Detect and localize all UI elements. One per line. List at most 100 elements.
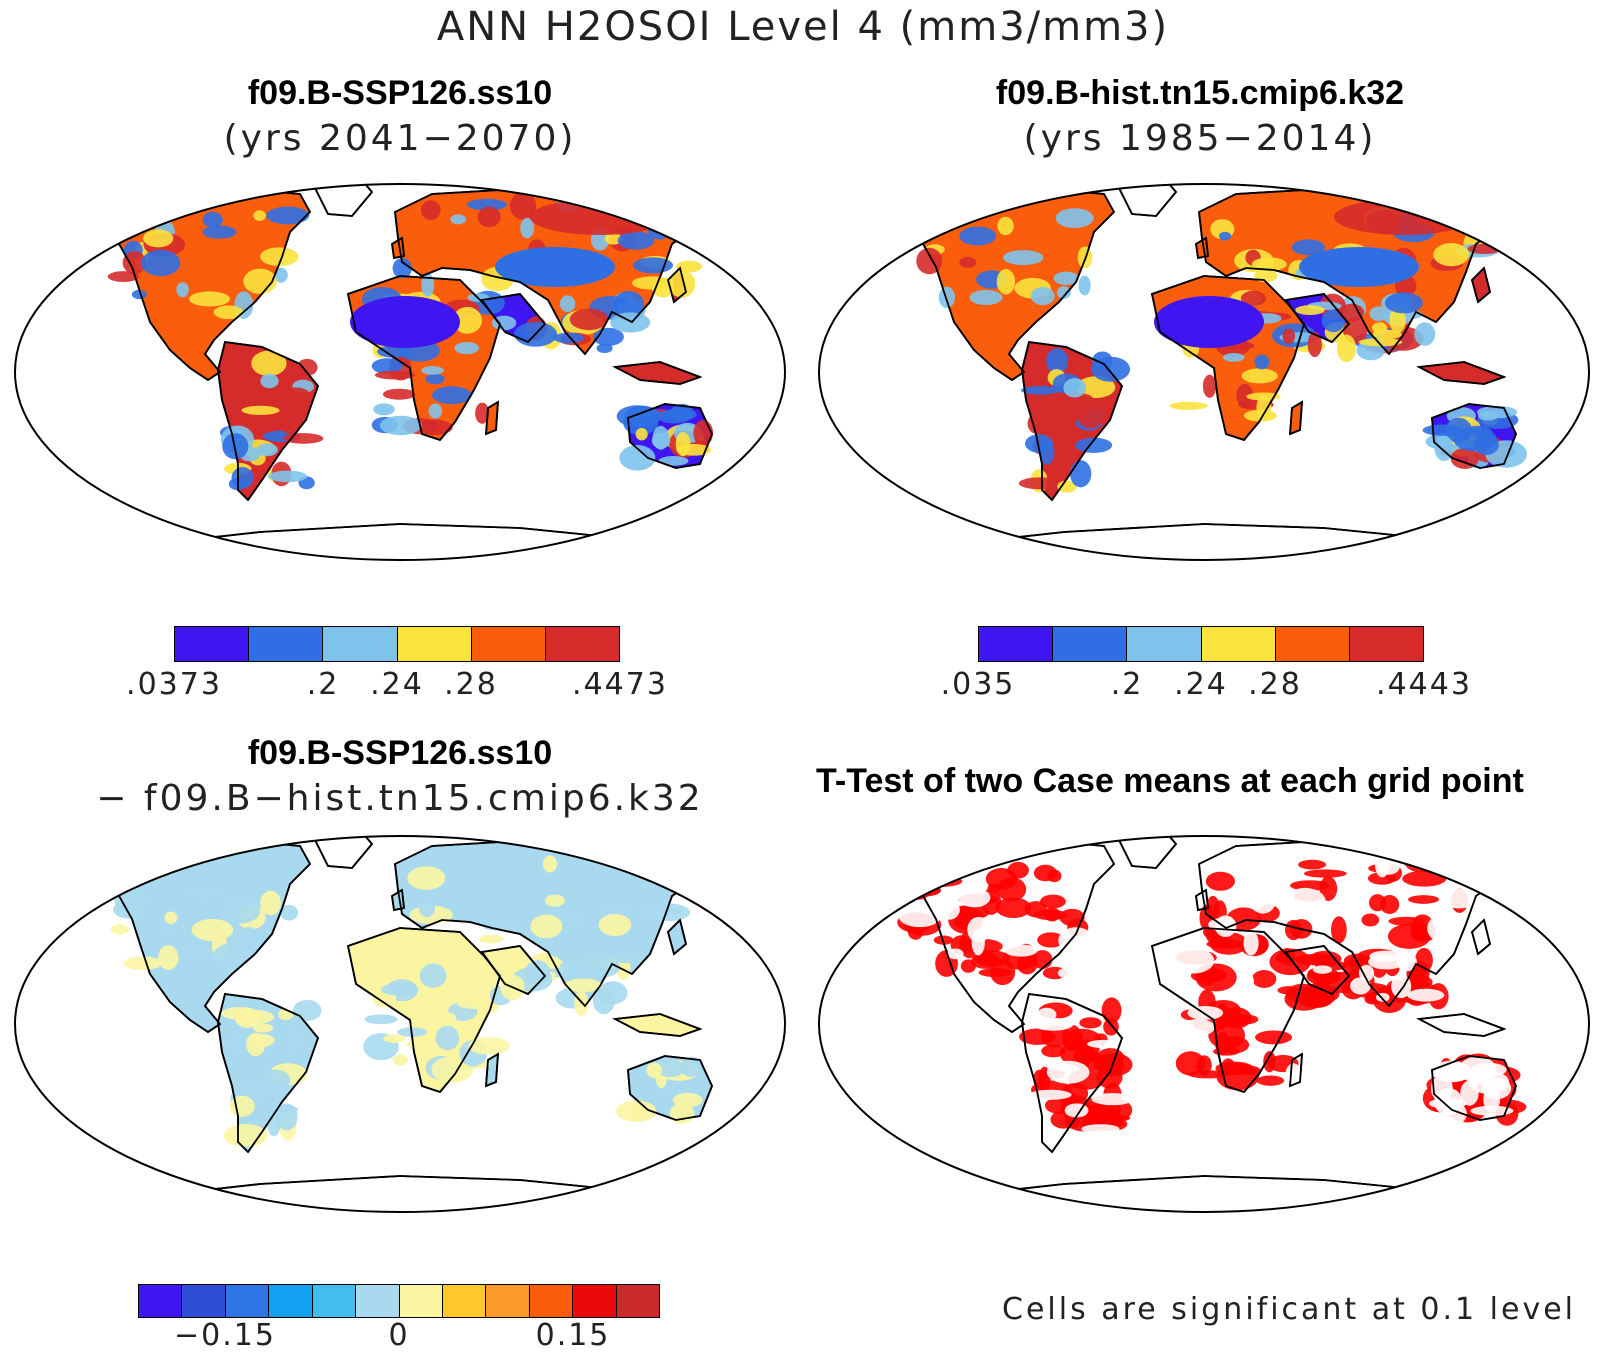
field-blotch: [406, 1037, 442, 1051]
field-blotch: [284, 1025, 302, 1052]
field-blotch: [202, 225, 237, 239]
field-blotch: [658, 456, 689, 466]
field-blotch: [1367, 872, 1397, 885]
land-greenland: [311, 184, 373, 217]
colorbar-diff-swatch: [529, 1285, 574, 1317]
colorbar-diff-tick: 0.15: [535, 1318, 611, 1353]
field-blotch: [676, 444, 712, 456]
field-blotch: [1440, 888, 1479, 909]
colorbar-diff-swatch: [442, 1285, 487, 1317]
field-blotch: [675, 260, 703, 273]
field-blotch: [995, 897, 1032, 919]
field-blotch: [1078, 275, 1091, 296]
colorbar-diff-tick: −0.15: [174, 1318, 276, 1353]
field-blotch: [1046, 348, 1069, 374]
field-blotch: [110, 924, 129, 935]
field-blotch: [420, 200, 441, 221]
field-blotch: [680, 1056, 702, 1078]
coastline-southAmerica: [217, 993, 320, 1154]
colorbar-case1-swatch: [323, 627, 398, 661]
coastline-japan: [1470, 266, 1492, 304]
coastline-japan: [666, 266, 688, 304]
field-blotch: [374, 370, 416, 380]
field-blotch: [946, 948, 964, 960]
colorbar-diff-swatch: [139, 1285, 183, 1317]
field-blotch: [477, 206, 501, 228]
field-blotch: [1236, 972, 1255, 991]
field-blotch: [1064, 395, 1088, 421]
field-blotch: [1047, 869, 1062, 883]
field-blotch: [122, 251, 147, 275]
field-blotch: [1251, 970, 1277, 988]
coastline-madagascar: [484, 1052, 500, 1088]
field-blotch: [1396, 952, 1417, 972]
field-blotch: [1236, 383, 1254, 408]
field-blotch: [958, 888, 991, 908]
field-blotch: [212, 944, 243, 970]
figure-title: ANN H2OSOI Level 4 (mm3/mm3): [436, 4, 1170, 50]
field-blotch: [669, 1103, 695, 1124]
field-blotch: [619, 444, 656, 471]
field-blotch: [1222, 353, 1245, 362]
field-blotch: [996, 269, 1016, 295]
panel-1-subtitle: (yrs 2041−2070): [223, 118, 577, 159]
map-difference: [14, 835, 786, 1213]
field-blotch: [1433, 243, 1470, 267]
land-greenland: [311, 836, 373, 869]
field-blotch: [1303, 869, 1347, 878]
coastline-uk: [1195, 888, 1209, 912]
field-blotch: [563, 978, 603, 993]
field-blotch: [569, 308, 609, 331]
map-ttest: [818, 835, 1590, 1213]
field-blotch: [597, 981, 628, 1005]
field-blotch: [960, 959, 976, 973]
field-blotch: [177, 943, 211, 960]
coastline-arabia: [1284, 945, 1351, 996]
field-blotch: [452, 306, 482, 334]
field-blotch: [1219, 231, 1232, 241]
field-blotch: [231, 467, 254, 489]
field-blotch: [407, 866, 446, 890]
field-blotch: [1033, 909, 1067, 921]
field-blotch: [223, 1124, 268, 1147]
colorbar-case1-tick: .0373: [126, 667, 222, 702]
field-blotch: [251, 350, 287, 377]
colorbar-case1-swatch: [545, 627, 620, 661]
colorbar-diff-swatch: [312, 1285, 357, 1317]
field-blotch: [252, 1023, 274, 1033]
field-blotch: [1298, 859, 1327, 870]
field-blotch: [219, 898, 260, 924]
coastline-greenland: [310, 836, 374, 869]
field-blotch: [613, 291, 645, 318]
field-blotch: [1041, 1044, 1066, 1058]
field-blotch: [160, 920, 178, 937]
field-blotch: [553, 332, 585, 344]
field-blotch: [1214, 1032, 1231, 1055]
coastline-australia: [1431, 1055, 1517, 1121]
land-japan: [667, 919, 687, 955]
field-blotch: [267, 1109, 281, 1137]
field-blotch: [223, 354, 245, 370]
field-blotch: [1172, 947, 1215, 974]
colorbar-case1-tick: .2: [306, 667, 340, 702]
field-blotch: [978, 968, 1012, 978]
field-blotch: [164, 911, 178, 925]
field-blotch: [107, 271, 140, 283]
field-blotch: [417, 419, 453, 436]
field-blotch: [256, 443, 279, 457]
field-blotch: [959, 256, 977, 268]
field-blotch: [542, 855, 558, 873]
field-blotch: [1282, 328, 1296, 344]
field-blotch: [1205, 871, 1235, 891]
field-blotch: [1372, 329, 1402, 340]
field-blotch: [1291, 239, 1326, 256]
field-blotch: [668, 270, 696, 298]
panel-3-title: f09.B-SSP126.ss10: [247, 734, 553, 772]
field-blotch: [1240, 290, 1266, 306]
field-blotch: [655, 1059, 686, 1078]
colorbar-diff-swatch: [356, 1285, 400, 1317]
field-blotch: [392, 1054, 409, 1066]
field-blotch: [616, 1100, 657, 1123]
coastline-indonesia: [1415, 1013, 1507, 1037]
coastline-japan: [1470, 918, 1492, 956]
